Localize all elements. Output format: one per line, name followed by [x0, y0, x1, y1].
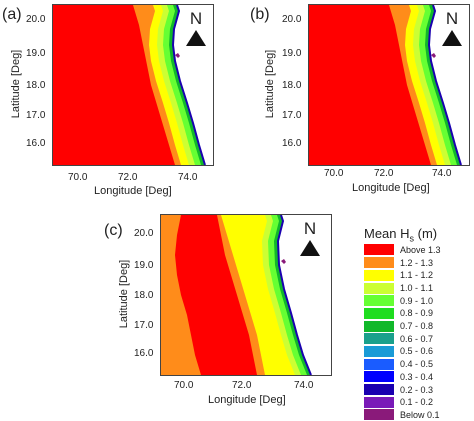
legend-label: 0.4 - 0.5: [400, 359, 434, 370]
legend-label: Below 0.1: [400, 409, 440, 420]
legend-swatch: [364, 307, 394, 319]
wave-height-map: [52, 4, 214, 166]
x-tick: 74.0: [178, 172, 198, 183]
north-arrow: N: [298, 220, 322, 256]
y-tick: 19.0: [134, 260, 154, 271]
legend-label: 1.2 - 1.3: [400, 257, 434, 268]
legend-item: 1.1 - 1.2: [362, 269, 474, 282]
y-tick: 18.0: [282, 80, 302, 91]
legend-item: 0.7 - 0.8: [362, 320, 474, 333]
legend-label: 1.0 - 1.1: [400, 283, 434, 293]
y-axis-label: Latitude [Deg]: [10, 49, 22, 119]
x-axis-label: Longitude [Deg]: [94, 185, 172, 197]
legend-swatch: [364, 409, 394, 421]
legend-item: 1.2 - 1.3: [362, 256, 474, 269]
y-tick: 20.0: [26, 14, 46, 25]
x-tick: 74.0: [294, 380, 314, 391]
legend-title-subscript: s: [409, 233, 415, 244]
y-tick: 18.0: [26, 80, 46, 91]
panel-label: (b): [250, 6, 270, 23]
wave-height-map-svg: [161, 215, 331, 375]
wave-height-map-svg: [309, 5, 469, 165]
legend-label: 0.5 - 0.6: [400, 346, 434, 357]
y-axis-label: Latitude [Deg]: [118, 259, 130, 329]
legend-swatch: [364, 282, 394, 294]
legend-item: 0.2 - 0.3: [362, 383, 474, 396]
legend-swatch: [364, 320, 394, 332]
legend-title: Mean Hs (m): [364, 226, 474, 244]
y-tick: 20.0: [282, 14, 302, 25]
legend-item: 0.4 - 0.5: [362, 358, 474, 371]
y-tick: 16.0: [134, 348, 154, 359]
x-tick: 72.0: [232, 380, 252, 391]
legend-item: 0.1 - 0.2: [362, 396, 474, 409]
legend-swatch: [364, 333, 394, 345]
legend-swatch: [364, 269, 394, 281]
north-label: N: [445, 9, 459, 28]
legend-swatch: [364, 295, 394, 307]
legend-label: 0.8 - 0.9: [400, 308, 434, 319]
wave-height-map: [160, 214, 332, 376]
y-tick: 16.0: [282, 138, 302, 149]
legend-item: Below 0.1: [362, 409, 474, 421]
x-axis-label: Longitude [Deg]: [208, 394, 286, 406]
north-arrow-icon: [186, 30, 206, 46]
color-legend: Mean Hs (m) Above 1.3 1.2 - 1.3 1.1 - 1.2 1…: [362, 226, 474, 421]
legend-label: 0.3 - 0.4: [400, 371, 434, 382]
x-axis-label: Longitude [Deg]: [352, 182, 430, 194]
y-tick: 17.0: [134, 320, 154, 331]
legend-swatch: [364, 345, 394, 357]
y-tick: 17.0: [26, 110, 46, 121]
north-arrow-icon: [442, 30, 462, 46]
legend-label: 0.6 - 0.7: [400, 333, 434, 344]
north-arrow: N: [440, 10, 464, 46]
panel-label: (c): [104, 222, 123, 239]
legend-label: 0.2 - 0.3: [400, 384, 434, 395]
x-tick: 70.0: [68, 172, 88, 183]
north-label: N: [189, 9, 203, 28]
north-arrow-icon: [300, 240, 320, 256]
legend-swatch: [364, 358, 394, 370]
legend-label: Above 1.3: [400, 244, 441, 255]
legend-swatch: [364, 396, 394, 408]
legend-item: 0.8 - 0.9: [362, 307, 474, 320]
y-tick: 17.0: [282, 110, 302, 121]
y-tick: 18.0: [134, 290, 154, 301]
legend-swatch: [364, 244, 394, 256]
y-tick: 20.0: [134, 228, 154, 239]
legend-label: 0.1 - 0.2: [400, 397, 434, 408]
y-axis-label: Latitude [Deg]: [264, 49, 276, 119]
x-tick: 70.0: [174, 380, 194, 391]
legend-title-main: Mean H: [364, 226, 410, 241]
legend-item: 0.5 - 0.6: [362, 345, 474, 358]
x-tick: 74.0: [432, 168, 452, 179]
legend-item: 1.0 - 1.1: [362, 282, 474, 295]
legend-item: 0.6 - 0.7: [362, 332, 474, 345]
panel-label: (a): [2, 6, 22, 23]
y-tick: 19.0: [282, 48, 302, 59]
legend-item: Above 1.3: [362, 244, 474, 257]
north-arrow: N: [184, 10, 208, 46]
legend-label: 0.9 - 1.0: [400, 295, 434, 306]
y-tick: 19.0: [26, 48, 46, 59]
legend-item: 0.9 - 1.0: [362, 294, 474, 307]
legend-swatch: [364, 257, 394, 269]
y-tick: 16.0: [26, 138, 46, 149]
wave-height-map-svg: [53, 5, 213, 165]
legend-label: 0.7 - 0.8: [400, 321, 434, 332]
legend-swatch: [364, 384, 394, 395]
x-tick: 72.0: [118, 172, 138, 183]
legend-rows: Above 1.3 1.2 - 1.3 1.1 - 1.2 1.0 - 1.1 0.9 …: [362, 244, 474, 421]
legend-title-unit: (m): [414, 226, 438, 241]
north-label: N: [303, 219, 317, 238]
legend-swatch: [364, 371, 394, 383]
wave-height-map: [308, 4, 470, 166]
legend-item: 0.3 - 0.4: [362, 370, 474, 383]
legend-label: 1.1 - 1.2: [400, 270, 434, 281]
x-tick: 72.0: [374, 168, 394, 179]
x-tick: 70.0: [324, 168, 344, 179]
